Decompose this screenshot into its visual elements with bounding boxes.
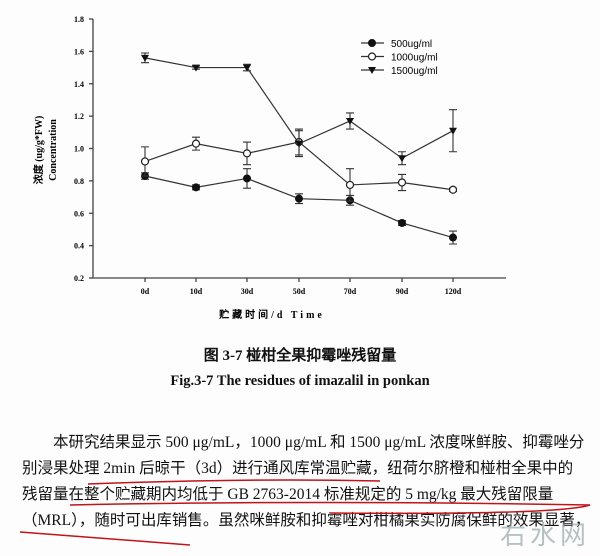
data-point — [191, 139, 201, 148]
data-point — [398, 218, 406, 227]
x-tick-label: 0d — [141, 287, 150, 296]
x-tick-label: 120d — [445, 287, 462, 296]
data-point — [368, 67, 376, 74]
x-tick-label: 90d — [396, 287, 409, 296]
y-tick-label: 0.4 — [74, 242, 84, 251]
data-point — [448, 185, 458, 194]
y-tick-label: 0.2 — [74, 274, 84, 283]
underline-3 — [19, 531, 191, 546]
residue-line-chart: 0.2 0.4 0.6 0.8 1.0 1.2 1.4 1.6 1.8 0d 10d 30d 50d 70… — [32, 15, 506, 321]
y-tick-label: 1.4 — [74, 80, 84, 89]
data-point — [242, 149, 252, 158]
data-point — [367, 52, 377, 61]
series-1500ug/ml — [141, 52, 457, 166]
legend: 500ug/ml 1000ug/ml 1500ug/ml — [361, 39, 438, 77]
paragraph-line: 残留量在整个贮藏期内均低于 GB 2763-2014 标准规定的 5 mg/kg… — [22, 486, 554, 503]
x-tick-label: 50d — [293, 287, 306, 296]
x-axis-label: 贮藏时间/d Time — [218, 308, 325, 321]
data-point — [243, 174, 251, 183]
watermark: 右水网 — [499, 521, 590, 551]
y-tick-label: 1.0 — [74, 145, 84, 154]
underline-1 — [87, 479, 381, 485]
data-point — [295, 194, 303, 203]
data-point — [398, 155, 406, 163]
data-point — [140, 157, 150, 166]
data-point — [295, 140, 303, 148]
data-point — [243, 64, 251, 72]
y-tick-label: 1.6 — [74, 47, 84, 56]
data-point — [368, 39, 376, 47]
x-tick-label: 70d — [344, 287, 357, 296]
y-tick-label: 0.8 — [74, 177, 84, 186]
underline-2 — [69, 501, 591, 515]
data-point — [346, 117, 354, 125]
x-tick-label: 10d — [190, 287, 203, 296]
paragraph-line: 别浸果处理 2min 后晾干（3d）进行通风库常温贮藏，纽荷尔脐橙和椪柑全果中的 — [22, 460, 574, 477]
y-tick-label: 1.2 — [74, 112, 84, 121]
data-point — [345, 180, 355, 190]
legend-label: 1500ug/ml — [391, 66, 438, 77]
figure-caption-cn: 图 3-7 椪柑全果抑霉唑残留量 — [203, 348, 397, 364]
y-axis-label-en: Concentration — [48, 119, 59, 181]
data-point — [449, 127, 457, 135]
body-paragraph: 本研究结果显示 500 μg/mL，1000 μg/mL 和 1500 μg/m… — [22, 430, 592, 534]
x-tick-label: 30d — [241, 287, 254, 296]
data-point — [192, 183, 200, 192]
y-tick-label: 1.8 — [74, 15, 84, 24]
data-point — [397, 178, 407, 187]
data-point — [141, 54, 149, 62]
legend-label: 500ug/ml — [391, 39, 432, 50]
data-point — [449, 233, 457, 242]
paragraph-line: 本研究结果显示 500 μg/mL，1000 μg/mL 和 1500 μg/m… — [22, 434, 585, 451]
y-tick-label: 0.6 — [74, 209, 84, 218]
y-axis-label-cn: 浓度 (ug/g*FW) — [32, 116, 45, 185]
figure-caption-en: Fig.3-7 The residues of imazalil in ponk… — [170, 373, 430, 389]
paragraph-line: （MRL），随时可出库销售。虽然咪鲜胺和抑霉唑对柑橘果实防腐保鲜的效果显著， — [22, 512, 591, 529]
legend-label: 1000ug/ml — [391, 53, 438, 64]
data-point — [192, 64, 200, 72]
